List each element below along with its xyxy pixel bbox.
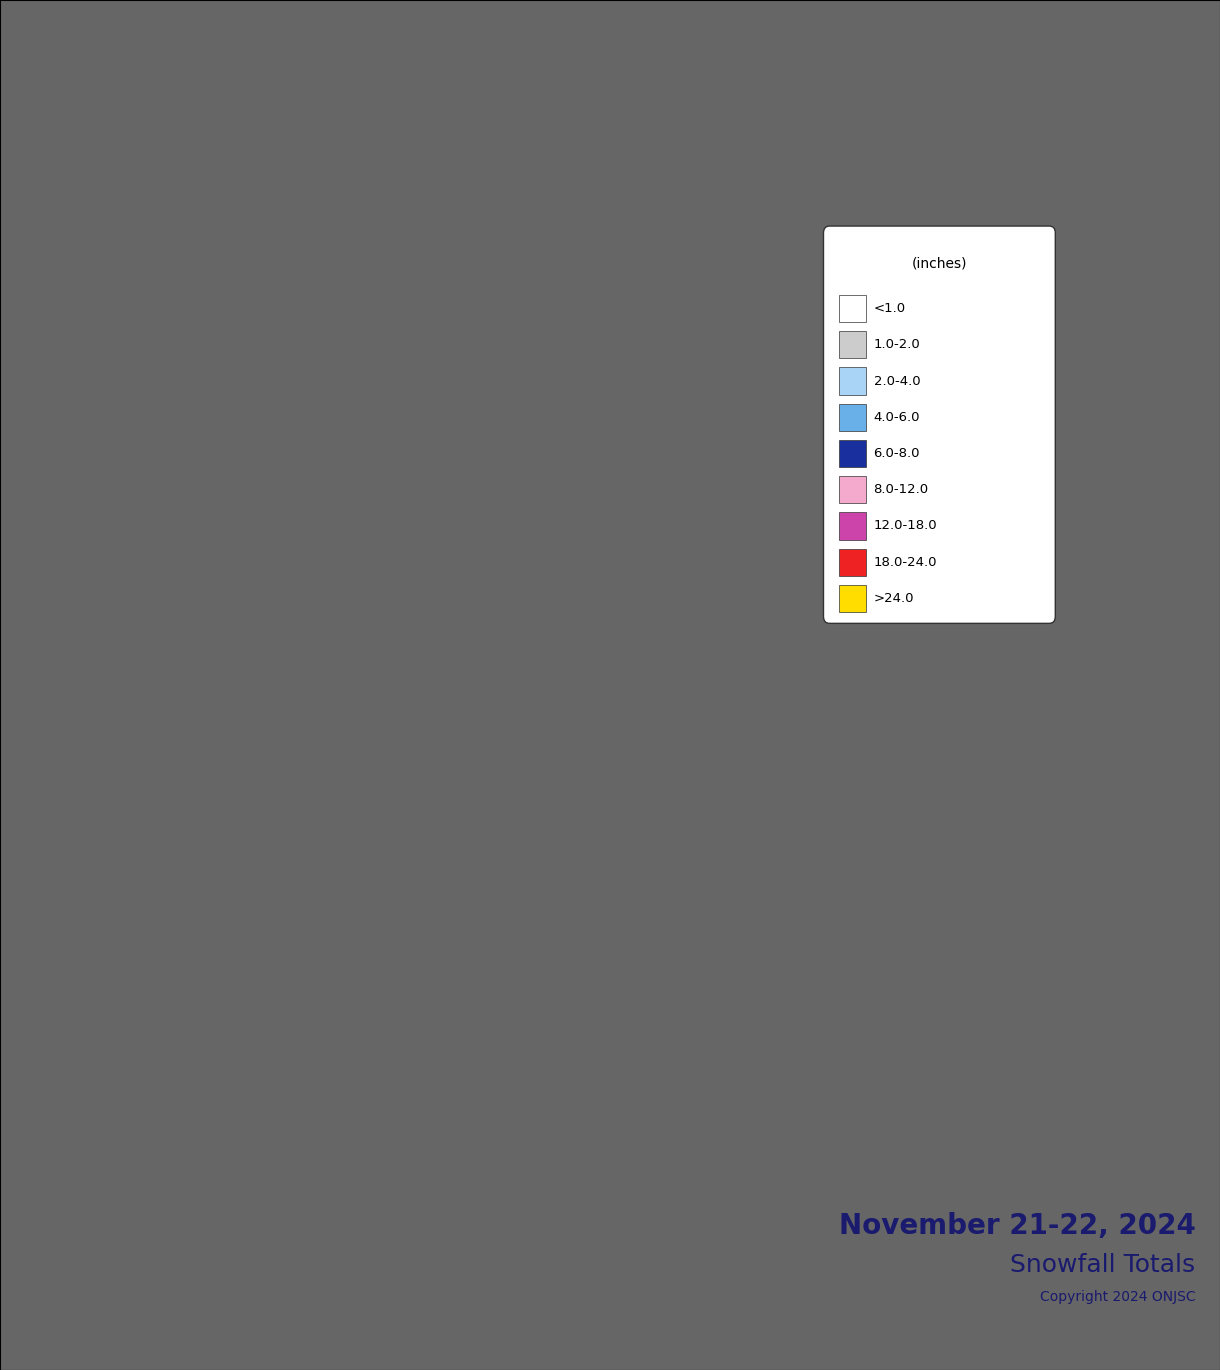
Text: 4.0-6.0: 4.0-6.0 xyxy=(874,411,920,423)
Text: Snowfall Totals: Snowfall Totals xyxy=(1010,1252,1196,1277)
Text: (inches): (inches) xyxy=(911,256,967,270)
Text: 6.0-8.0: 6.0-8.0 xyxy=(874,447,920,460)
Text: >24.0: >24.0 xyxy=(874,592,914,606)
Text: 8.0-12.0: 8.0-12.0 xyxy=(874,484,928,496)
Text: Copyright 2024 ONJSC: Copyright 2024 ONJSC xyxy=(1039,1291,1196,1304)
Text: 12.0-18.0: 12.0-18.0 xyxy=(874,519,937,533)
Text: 1.0-2.0: 1.0-2.0 xyxy=(874,338,920,351)
Text: November 21-22, 2024: November 21-22, 2024 xyxy=(838,1212,1196,1240)
Text: 18.0-24.0: 18.0-24.0 xyxy=(874,556,937,569)
Text: 2.0-4.0: 2.0-4.0 xyxy=(874,374,920,388)
Text: <1.0: <1.0 xyxy=(874,301,905,315)
